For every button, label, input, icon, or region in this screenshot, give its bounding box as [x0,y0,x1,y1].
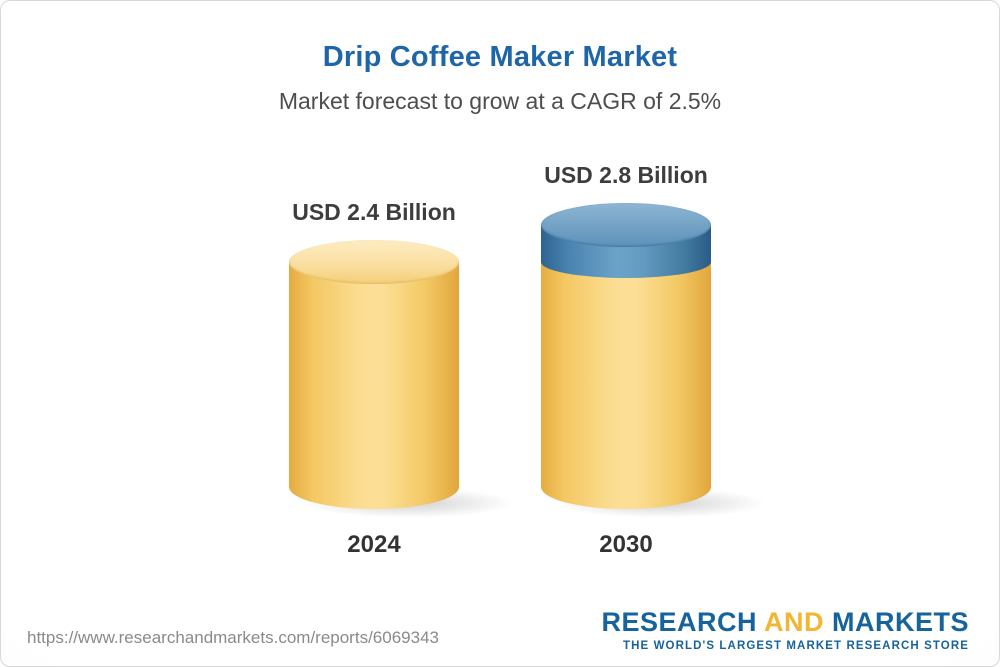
report-url: https://www.researchandmarkets.com/repor… [27,628,439,647]
category-label-2024: 2024 [347,531,401,558]
logo-word-and: AND [763,607,824,637]
bar-group-2030: USD 2.8 Billion 2030 [541,162,767,558]
logo-word-research: RESEARCH [601,607,757,637]
bar-2030-cylinder [541,202,711,509]
bar-2024-cylinder [289,240,459,509]
brand-logo: RESEARCH AND MARKETS THE WORLD'S LARGEST… [601,607,969,652]
chart-title: Drip Coffee Maker Market [322,41,678,73]
bar-2030-top-ellipse [541,202,711,247]
bar-2024-top-ellipse [289,240,459,284]
value-label-2024: USD 2.4 Billion [292,199,456,225]
category-label-2030: 2030 [599,531,653,558]
bar-2024-body [289,262,459,509]
bar-group-2024: USD 2.4 Billion 2024 [289,199,515,558]
chart-subtitle: Market forecast to grow at a CAGR of 2.5… [278,88,722,114]
value-label-2030: USD 2.8 Billion [544,161,708,188]
brand-tagline: THE WORLD'S LARGEST MARKET RESEARCH STOR… [623,640,969,652]
brand-logo-wordmark: RESEARCH AND MARKETS [601,607,969,638]
logo-word-markets: MARKETS [832,607,969,637]
